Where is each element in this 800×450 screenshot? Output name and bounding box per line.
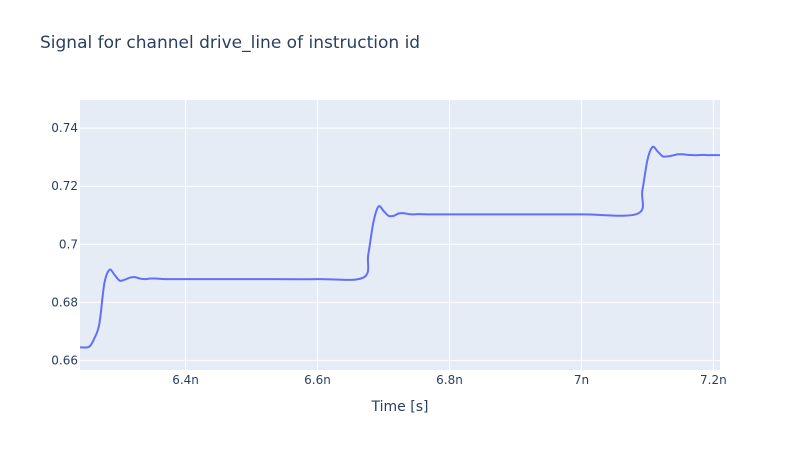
x-tick-label: 6.8n (436, 373, 463, 387)
series-layer (79, 145, 721, 349)
x-tick-label: 7.2n (700, 373, 727, 387)
x-tick-label: 7n (574, 373, 589, 387)
grid-lines (80, 100, 720, 370)
chart-title: Signal for channel drive_line of instruc… (40, 33, 421, 53)
x-tick-label: 6.4n (172, 373, 199, 387)
y-tick-label: 0.72 (51, 179, 78, 193)
x-tick-label: 6.6n (304, 373, 331, 387)
plot-background (80, 100, 720, 370)
y-tick-label: 0.74 (51, 121, 78, 135)
y-axis-ticks: 0.66 0.68 0.7 0.72 0.74 (51, 121, 78, 367)
y-tick-label: 0.66 (51, 353, 78, 367)
y-tick-label: 0.68 (51, 295, 78, 309)
x-axis-title: Time [s] (371, 399, 429, 415)
y-tick-label: 0.7 (59, 237, 78, 251)
signal-series-line (79, 145, 721, 349)
x-axis-ticks: 6.4n 6.6n 6.8n 7n 7.2n (172, 373, 727, 387)
